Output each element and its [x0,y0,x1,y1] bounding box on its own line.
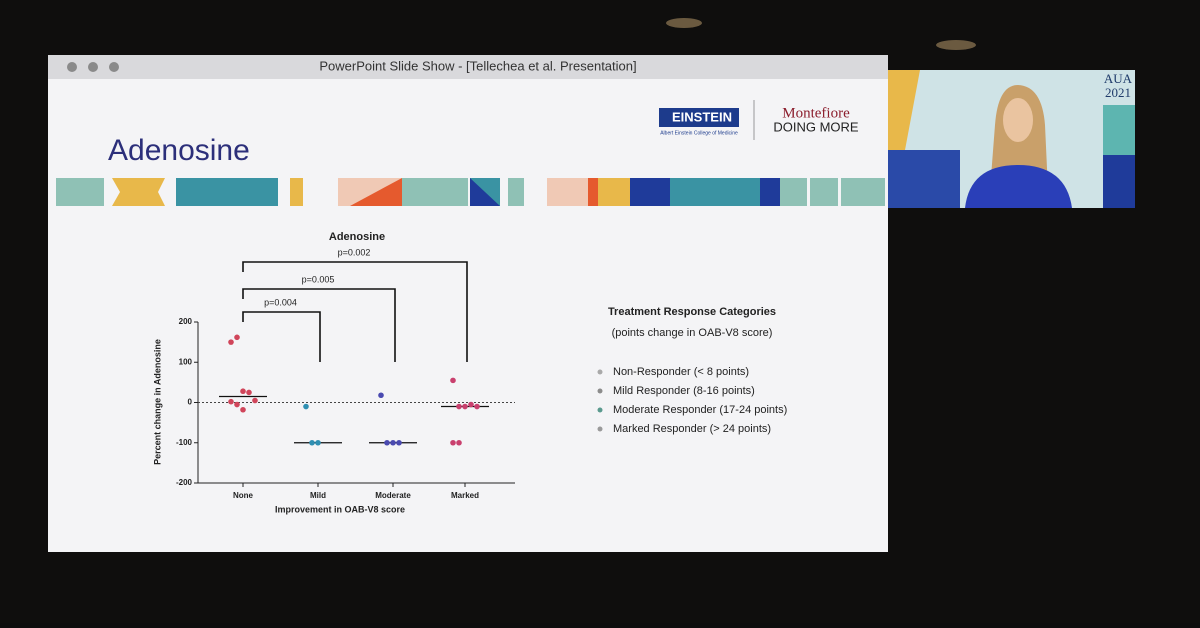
video-tile: AUA 2021 [888,70,1135,208]
data-point [462,403,468,410]
close-button[interactable] [67,62,77,72]
legend-dot [597,388,603,394]
badge-text: 2021 [1105,85,1131,100]
legend-dot [597,407,603,413]
slide-title: Adenosine [108,134,250,167]
data-point [315,439,321,446]
data-point [246,389,252,396]
logo-name: Montefiore [782,105,850,121]
window-title: PowerPoint Slide Show - [Tellechea et al… [319,58,636,73]
logo-tagline: DOING MORE [773,119,859,134]
data-point [240,388,246,395]
logo-name: EINSTEIN [672,109,732,124]
y-tick-label: 0 [188,398,193,407]
legend-title: Treatment Response Categories [608,306,776,318]
legend-dot [597,369,603,375]
chart-title: Adenosine [329,231,385,243]
data-point [234,401,240,408]
data-point [303,403,309,410]
y-tick-label: 100 [179,357,193,366]
x-axis-title: Improvement in OAB-V8 score [275,504,405,514]
legend-label: Mild Responder (8-16 points) [613,385,755,397]
data-point [450,377,456,384]
minimize-button[interactable] [88,62,98,72]
ceiling-light [666,18,702,28]
significance-bracket [242,261,468,362]
significance-bracket [242,311,321,362]
data-point [456,403,462,410]
p-value: p=0.002 [338,247,371,257]
x-tick-label: Moderate [375,491,411,500]
data-point [309,439,315,446]
p-value: p=0.005 [302,274,335,284]
legend-dot [597,426,603,432]
zoom-button[interactable] [109,62,119,72]
y-axis-title: Percent change in Adenosine [152,339,162,465]
data-point [240,406,246,413]
data-point [456,439,462,446]
data-point [378,392,384,399]
legend-subtitle: (points change in OAB-V8 score) [612,327,773,339]
y-tick-label: -100 [176,438,193,447]
y-tick-label: -200 [176,478,193,487]
decor-strip [56,178,885,206]
x-tick-label: Marked [451,491,479,500]
data-point [396,439,402,446]
significance-bracket [242,288,396,362]
logo-subtitle: Albert Einstein College of Medicine [660,130,738,136]
ceiling-light [936,40,976,50]
data-point [384,439,390,446]
legend-label: Moderate Responder (17-24 points) [613,404,787,416]
x-tick-label: Mild [310,491,326,500]
badge-text: AUA [1104,71,1133,86]
title-bar [48,55,888,79]
data-point [450,439,456,446]
data-point [474,403,480,410]
logo-box [659,108,739,127]
x-tick-label: None [233,491,254,500]
data-point [228,398,234,405]
legend-label: Marked Responder (> 24 points) [613,423,771,435]
data-point [228,339,234,345]
data-point [390,439,396,446]
legend-label: Non-Responder (< 8 points) [613,366,749,378]
p-value: p=0.004 [264,297,297,307]
y-tick-label: 200 [179,317,193,326]
data-point [468,401,474,408]
window [48,55,888,552]
data-point [252,397,258,404]
data-point [234,334,240,341]
